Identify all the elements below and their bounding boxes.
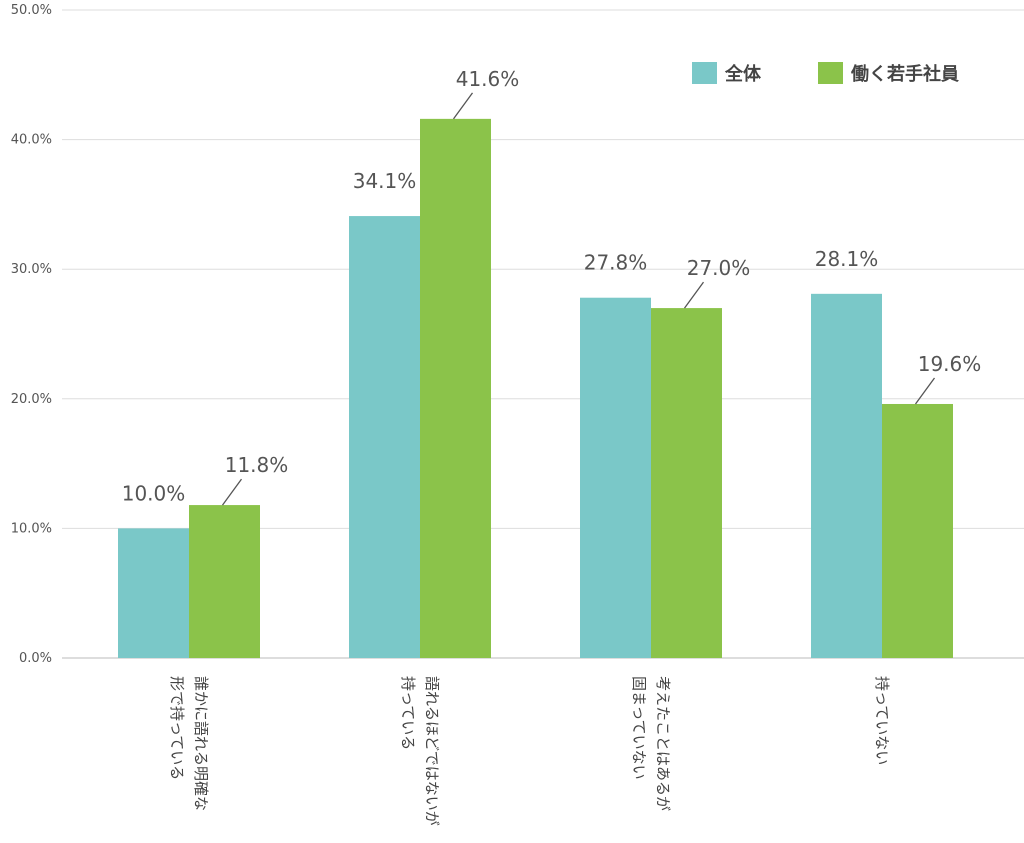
data-label: 41.6% bbox=[456, 67, 520, 91]
bar-young-workers bbox=[882, 403, 953, 658]
bar-overall bbox=[580, 297, 651, 658]
leader-line bbox=[452, 92, 474, 120]
leader-line bbox=[683, 281, 705, 309]
data-label: 34.1% bbox=[353, 169, 417, 193]
data-label: 28.1% bbox=[815, 247, 879, 271]
y-tick-label: 50.0% bbox=[11, 3, 52, 18]
legend: 全体 働く若手社員 bbox=[692, 62, 959, 85]
y-axis-ticks: 0.0% 10.0% 20.0% 30.0% 40.0% 50.0% bbox=[11, 3, 52, 666]
leader-line bbox=[221, 478, 243, 506]
category-label: 考えたことはあるが bbox=[654, 676, 672, 811]
category-label: 語れるほどではないが bbox=[423, 676, 441, 826]
category-label: 形で持っている bbox=[168, 676, 186, 780]
category-label: 誰かに語れる明確な bbox=[192, 676, 210, 811]
y-tick-label: 0.0% bbox=[19, 651, 52, 666]
category-label: 固まっていない bbox=[630, 676, 648, 780]
bar-young-workers bbox=[420, 118, 491, 658]
y-tick-label: 30.0% bbox=[11, 262, 52, 277]
category-label: 持っている bbox=[399, 676, 417, 750]
category-label: 持っていない bbox=[873, 676, 891, 765]
bars bbox=[118, 118, 953, 658]
bar-overall bbox=[349, 216, 420, 658]
y-tick-label: 20.0% bbox=[11, 392, 52, 407]
bar-overall bbox=[811, 293, 882, 658]
data-label: 11.8% bbox=[225, 453, 289, 477]
y-tick-label: 10.0% bbox=[11, 521, 52, 536]
data-labels: 10.0% 34.1% 27.8% 28.1% 11.8% 41.6% 27.0% 19.6% bbox=[122, 67, 982, 506]
data-label: 19.6% bbox=[918, 352, 982, 376]
leader-line bbox=[914, 377, 936, 405]
data-label: 27.0% bbox=[687, 256, 751, 280]
legend-swatch bbox=[692, 62, 717, 84]
data-label: 27.8% bbox=[584, 251, 648, 275]
legend-swatch bbox=[818, 62, 843, 84]
legend-label: 全体 bbox=[724, 63, 762, 85]
bar-overall bbox=[118, 528, 189, 658]
y-tick-label: 40.0% bbox=[11, 133, 52, 148]
data-label: 10.0% bbox=[122, 481, 186, 505]
bar-young-workers bbox=[189, 505, 260, 658]
legend-label: 働く若手社員 bbox=[850, 63, 959, 85]
bar-young-workers bbox=[651, 308, 722, 658]
